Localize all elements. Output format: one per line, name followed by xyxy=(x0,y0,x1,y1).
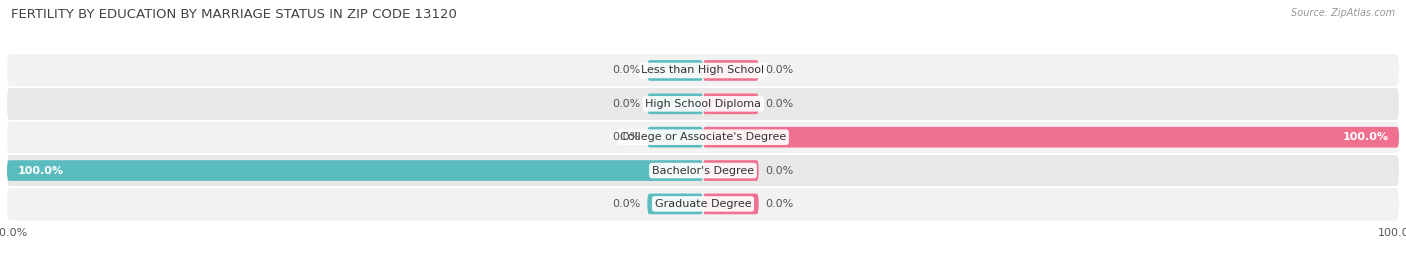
FancyBboxPatch shape xyxy=(7,121,1399,154)
FancyBboxPatch shape xyxy=(703,160,759,181)
FancyBboxPatch shape xyxy=(7,160,703,181)
Text: Source: ZipAtlas.com: Source: ZipAtlas.com xyxy=(1291,8,1395,18)
FancyBboxPatch shape xyxy=(7,54,1399,87)
Text: 0.0%: 0.0% xyxy=(612,99,640,109)
Text: 0.0%: 0.0% xyxy=(766,65,794,76)
Text: High School Diploma: High School Diploma xyxy=(645,99,761,109)
FancyBboxPatch shape xyxy=(703,60,759,81)
FancyBboxPatch shape xyxy=(647,94,703,114)
Text: 0.0%: 0.0% xyxy=(612,132,640,142)
Text: 0.0%: 0.0% xyxy=(612,65,640,76)
FancyBboxPatch shape xyxy=(647,60,703,81)
Text: 0.0%: 0.0% xyxy=(766,99,794,109)
Text: 0.0%: 0.0% xyxy=(766,199,794,209)
Text: Bachelor's Degree: Bachelor's Degree xyxy=(652,165,754,176)
Text: College or Associate's Degree: College or Associate's Degree xyxy=(620,132,786,142)
FancyBboxPatch shape xyxy=(647,127,703,147)
FancyBboxPatch shape xyxy=(703,127,1399,147)
Text: Graduate Degree: Graduate Degree xyxy=(655,199,751,209)
Text: 100.0%: 100.0% xyxy=(1343,132,1389,142)
Text: 0.0%: 0.0% xyxy=(766,165,794,176)
FancyBboxPatch shape xyxy=(7,87,1399,121)
FancyBboxPatch shape xyxy=(703,194,759,214)
FancyBboxPatch shape xyxy=(647,194,703,214)
Legend: Married, Unmarried: Married, Unmarried xyxy=(621,266,785,269)
Text: Less than High School: Less than High School xyxy=(641,65,765,76)
Text: 0.0%: 0.0% xyxy=(612,199,640,209)
FancyBboxPatch shape xyxy=(7,187,1399,221)
FancyBboxPatch shape xyxy=(703,94,759,114)
Text: 100.0%: 100.0% xyxy=(17,165,63,176)
Text: FERTILITY BY EDUCATION BY MARRIAGE STATUS IN ZIP CODE 13120: FERTILITY BY EDUCATION BY MARRIAGE STATU… xyxy=(11,8,457,21)
FancyBboxPatch shape xyxy=(7,154,1399,187)
